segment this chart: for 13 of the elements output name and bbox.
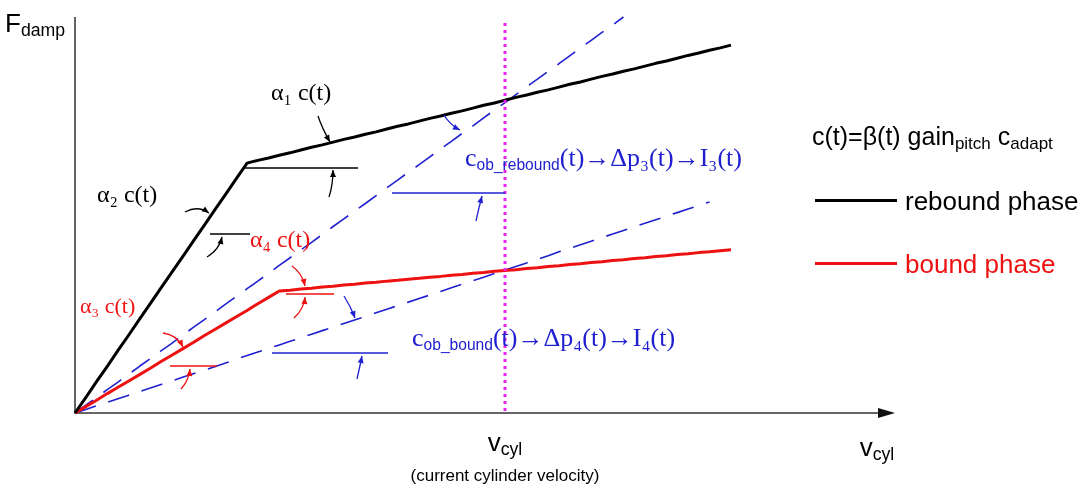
text: v$_{cyl}$	[487, 427, 523, 460]
annotation: α₄ c(t)	[250, 226, 311, 254]
text: c(t)=β(t) gain$_{pitch}$ c$_{adapt}$	[812, 121, 1053, 153]
annotation: c$_{ob_bound}$(t)→Δp₄(t)→I₄(t)	[412, 323, 676, 353]
annotation: α₃ c(t)	[80, 293, 136, 319]
annotation: c$_{ob_rebound}$(t)→Δp₃(t)→I₃(t)	[465, 143, 742, 173]
annotation: α₁ c(t)	[271, 79, 332, 107]
x-axis-title: v$_{cyl}$	[859, 432, 895, 465]
y-axis-title: F$_{damp}$	[5, 8, 66, 41]
legend-label: bound phase	[905, 248, 1056, 279]
legend-label: rebound phase	[905, 185, 1079, 216]
text: (current cylinder velocity)	[410, 466, 600, 486]
annotation: α₂ c(t)	[97, 181, 158, 209]
